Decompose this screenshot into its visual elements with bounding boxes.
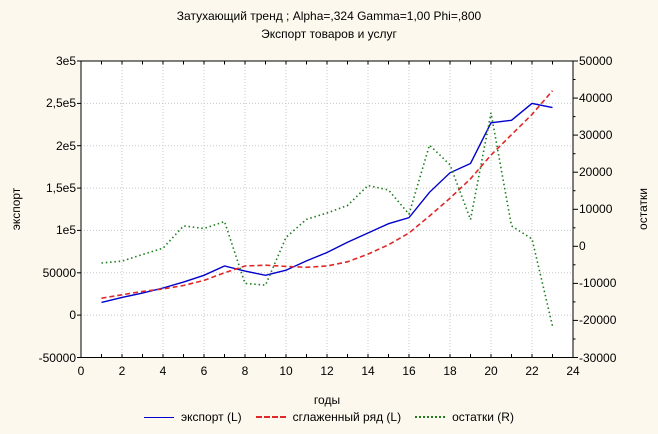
y-left-tick-label: 50000 <box>42 265 76 280</box>
x-tick-label: 18 <box>443 364 457 378</box>
legend-label-export: экспорт (L) <box>181 410 242 424</box>
y-right-tick-label: 0 <box>579 239 586 254</box>
y-right-tick-label: 50000 <box>579 54 613 68</box>
x-tick-label: 0 <box>77 364 85 378</box>
legend-item-smoothed: сглаженный ряд (L) <box>255 410 402 424</box>
legend-label-smoothed: сглаженный ряд (L) <box>292 410 402 424</box>
x-tick-label: 2 <box>118 364 126 378</box>
y-right-tick-label: -30000 <box>579 350 617 365</box>
legend: экспорт (L) сглаженный ряд (L) остатки (… <box>0 410 658 424</box>
legend-marker-dashed-line-icon <box>255 416 286 418</box>
x-tick-label: 10 <box>279 364 293 378</box>
x-tick-label: 6 <box>200 364 208 378</box>
x-tick-label: 22 <box>525 364 539 378</box>
x-tick-label: 8 <box>241 364 249 378</box>
legend-marker-dotted-line-icon <box>415 416 446 418</box>
x-tick-label: 16 <box>402 364 416 378</box>
y-left-tick-label: 2,5e5 <box>45 96 76 111</box>
y-left-tick-label: 0 <box>69 308 76 323</box>
y-left-tick-label: 1e5 <box>55 223 76 238</box>
chart-title: Затухающий тренд ; Alpha=,324 Gamma=1,00… <box>176 9 482 23</box>
y-right-tick-label: -10000 <box>579 276 617 291</box>
x-tick-label: 12 <box>320 364 334 378</box>
y-left-tick-label: 2e5 <box>55 138 76 153</box>
x-axis-label: годы <box>313 393 341 407</box>
chart-subtitle: Экспорт товаров и услуг <box>261 27 397 41</box>
x-tick-label: 24 <box>566 364 580 378</box>
legend-item-residuals: остатки (R) <box>415 410 514 424</box>
legend-item-export: экспорт (L) <box>144 410 242 424</box>
y-left-tick-label: 3e5 <box>55 54 76 68</box>
y-left-tick-label: 1,5e5 <box>45 181 76 196</box>
y-right-tick-label: 40000 <box>579 91 613 106</box>
y-left-tick-label: -50000 <box>38 350 76 365</box>
legend-marker-solid-line-icon <box>144 416 175 418</box>
x-tick-label: 4 <box>159 364 167 378</box>
y-right-tick-label: 10000 <box>579 202 613 217</box>
y-right-tick-label: 30000 <box>579 128 613 143</box>
y-right-tick-label: 20000 <box>579 165 613 180</box>
legend-label-residuals: остатки (R) <box>452 410 514 424</box>
x-tick-label: 20 <box>484 364 498 378</box>
x-tick-label: 14 <box>361 364 375 378</box>
y-axis-label-left: экспорт <box>9 187 23 231</box>
y-right-tick-label: -20000 <box>579 313 617 328</box>
